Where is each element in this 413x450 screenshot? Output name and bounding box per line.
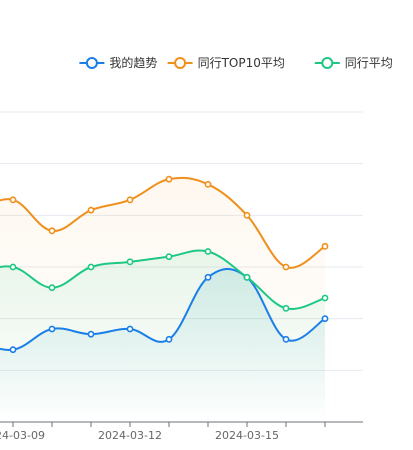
- data-point[interactable]: [127, 197, 132, 202]
- data-point[interactable]: [166, 254, 171, 259]
- data-point[interactable]: [127, 259, 132, 264]
- data-point[interactable]: [88, 208, 93, 213]
- data-point[interactable]: [244, 275, 249, 280]
- data-point[interactable]: [283, 306, 288, 311]
- legend-item[interactable]: 同行TOP10平均: [168, 56, 285, 70]
- legend-swatch-circle-icon: [175, 58, 185, 68]
- data-point[interactable]: [322, 244, 327, 249]
- legend-label: 我的趋势: [109, 55, 157, 70]
- data-point[interactable]: [88, 332, 93, 337]
- data-point[interactable]: [205, 275, 210, 280]
- data-point[interactable]: [283, 264, 288, 269]
- x-axis: 2024-03-09 2024-03-12 2024-03-15: [0, 422, 363, 442]
- data-point[interactable]: [166, 177, 171, 182]
- x-tick-label: 2024-03-12: [98, 429, 162, 442]
- data-point[interactable]: [127, 326, 132, 331]
- legend-label: 同行平均: [345, 56, 393, 70]
- data-point[interactable]: [205, 182, 210, 187]
- legend-item[interactable]: 同行平均: [315, 56, 393, 70]
- data-point[interactable]: [49, 228, 54, 233]
- data-point[interactable]: [322, 295, 327, 300]
- legend-swatch-circle-icon: [87, 58, 97, 68]
- x-tick-label: 2024-03-09: [0, 429, 45, 442]
- legend-item[interactable]: 我的趋势: [79, 55, 157, 70]
- x-tick-label: 2024-03-15: [215, 429, 279, 442]
- data-point[interactable]: [10, 264, 15, 269]
- legend[interactable]: 我的趋势 同行TOP10平均 同行平均: [79, 55, 392, 70]
- data-point[interactable]: [166, 337, 171, 342]
- series-areas: [0, 178, 325, 422]
- data-point[interactable]: [10, 197, 15, 202]
- data-point[interactable]: [205, 249, 210, 254]
- data-point[interactable]: [88, 264, 93, 269]
- data-point[interactable]: [49, 326, 54, 331]
- data-point[interactable]: [244, 213, 249, 218]
- legend-label: 同行TOP10平均: [198, 56, 285, 70]
- data-point[interactable]: [283, 337, 288, 342]
- legend-swatch-circle-icon: [322, 58, 332, 68]
- data-point[interactable]: [49, 285, 54, 290]
- data-point[interactable]: [10, 347, 15, 352]
- data-point[interactable]: [322, 316, 327, 321]
